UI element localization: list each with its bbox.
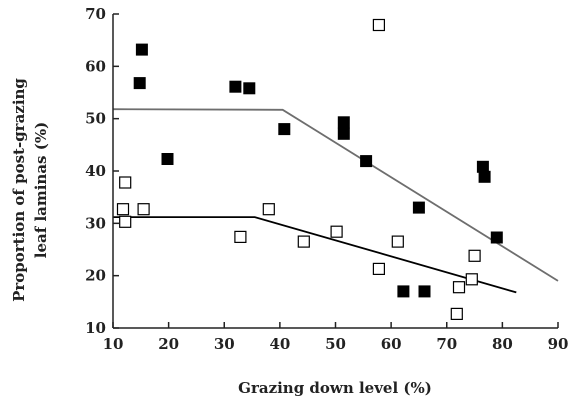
x-tick-label: 70 xyxy=(436,335,457,353)
open-square-point xyxy=(450,307,463,320)
filled-square-point xyxy=(360,155,373,168)
x-ticks: 10 20 30 40 50 60 70 80 90 xyxy=(103,322,569,353)
x-tick-label: 60 xyxy=(381,335,402,353)
y-tick-label: 50 xyxy=(85,110,106,128)
filled-square-point xyxy=(243,82,256,95)
x-tick-label: 20 xyxy=(158,335,179,353)
open-square-point xyxy=(234,230,247,243)
y-axis-title-line2: leaf laminas (%) xyxy=(32,122,50,258)
filled-square-point xyxy=(397,285,410,298)
y-ticks: 10 20 30 40 50 60 70 xyxy=(85,5,119,337)
filled-square-point xyxy=(478,170,491,183)
fit-line-1 xyxy=(112,108,559,282)
filled-square-point xyxy=(418,285,431,298)
x-axis-title: Grazing down level (%) xyxy=(238,379,432,397)
y-tick-label: 30 xyxy=(85,214,106,232)
open-square-point xyxy=(372,262,385,275)
filled-square-point xyxy=(278,123,291,136)
filled-square-point xyxy=(337,127,350,140)
x-tick-label: 90 xyxy=(548,335,569,353)
open-square-point xyxy=(119,215,132,228)
open-square-point xyxy=(116,203,130,216)
open-square-point xyxy=(137,203,150,216)
x-tick-label: 80 xyxy=(492,335,513,353)
y-tick-label: 20 xyxy=(85,267,106,285)
filled-square-point xyxy=(229,80,242,93)
filled-square-point xyxy=(161,153,174,165)
y-tick-label: 40 xyxy=(85,162,106,180)
filled-square-point xyxy=(133,77,146,90)
fit-line-2 xyxy=(113,216,517,294)
filled-square-point xyxy=(412,201,425,214)
open-square-point xyxy=(391,235,404,248)
filled-square-point xyxy=(490,231,503,244)
open-square-point xyxy=(465,273,478,286)
x-tick-label: 30 xyxy=(214,335,235,353)
open-square-point xyxy=(119,176,132,189)
axes xyxy=(112,14,558,329)
open-square-point xyxy=(330,225,343,238)
x-tick-label: 10 xyxy=(103,335,124,353)
filled-square-point xyxy=(476,160,489,173)
filled-square-point xyxy=(337,116,350,129)
open-square-point xyxy=(262,203,275,216)
open-square-point xyxy=(468,249,481,262)
filled-square-point xyxy=(135,43,148,56)
open-square-point xyxy=(452,281,466,294)
x-tick-label: 40 xyxy=(269,335,290,353)
data-points xyxy=(116,18,503,320)
y-axis-title-line1: Proportion of post-grazing xyxy=(10,78,28,302)
y-tick-label: 10 xyxy=(85,319,106,337)
y-tick-label: 70 xyxy=(85,5,106,23)
open-square-point xyxy=(372,18,385,32)
y-tick-label: 60 xyxy=(85,57,106,75)
open-square-point xyxy=(297,235,310,248)
fit-lines xyxy=(112,108,559,294)
x-tick-label: 50 xyxy=(325,335,346,353)
